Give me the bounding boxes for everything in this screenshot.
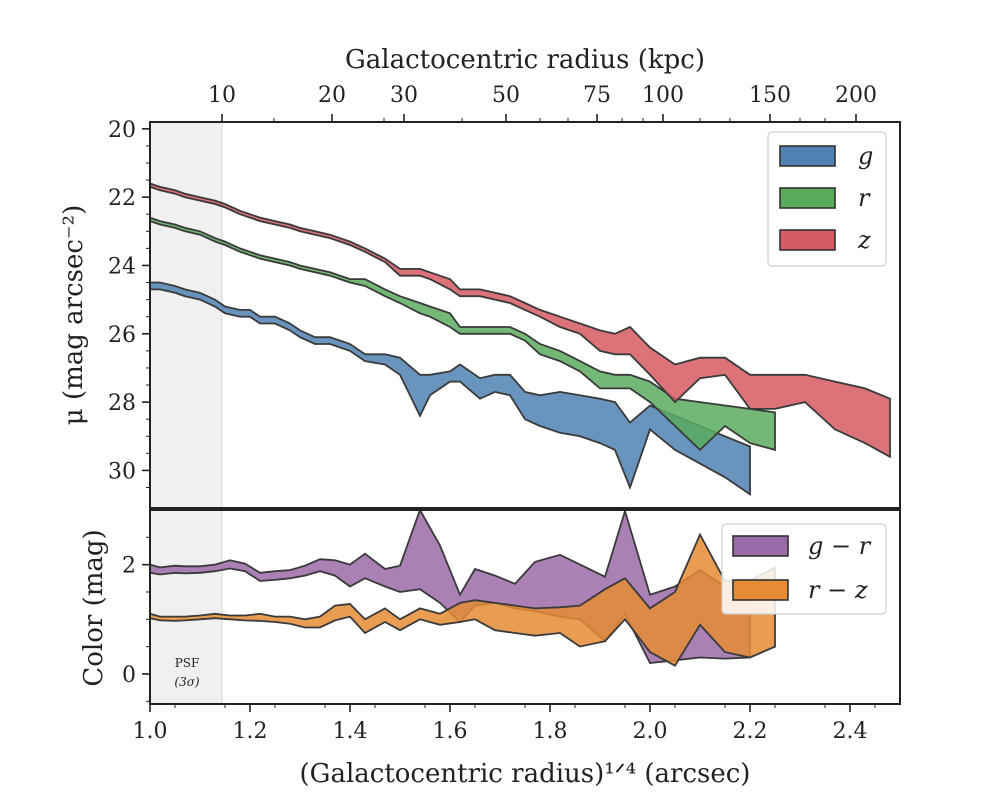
top-band-z (149, 182, 891, 459)
color-band-rz (149, 532, 776, 667)
color-y-tick-label: 2 (122, 554, 136, 579)
top-legend: g r z (767, 131, 887, 267)
kpc-tick-label: 30 (390, 83, 418, 108)
x-tick-label: 1.8 (533, 719, 568, 744)
x-tick-label: 2.4 (833, 719, 868, 744)
legend-swatch-g (779, 145, 836, 167)
psf-shaded-region-bottom (150, 510, 222, 704)
legend-label-z: z (857, 226, 871, 254)
top-y-tick-label: 28 (108, 391, 136, 416)
bottom-panel-ylabel: Color (mag) (79, 529, 109, 686)
top-axis-title: Galactocentric radius (kpc) (345, 45, 705, 75)
x-tick-label: 1.4 (333, 719, 368, 744)
legend-swatch-g-r (732, 535, 789, 557)
x-tick-label: 1.0 (133, 719, 168, 744)
top-panel-frame (149, 121, 901, 509)
legend-label-g-r: g − r (808, 532, 872, 560)
top-band-r (149, 216, 776, 452)
legend-swatch-z (779, 229, 836, 251)
x-tick-label: 1.6 (433, 719, 468, 744)
kpc-tick-label: 150 (749, 83, 791, 108)
top-panel-bands (149, 182, 891, 497)
psf-shaded-region-top (150, 122, 222, 508)
psf-annotation-sigma: (3σ) (174, 675, 200, 689)
top-y-tick-label: 24 (108, 254, 136, 279)
legend-label-r-z: r − z (808, 576, 868, 604)
legend-label-g: g (858, 142, 873, 170)
kpc-tick-label: 20 (318, 83, 346, 108)
top-y-tick-label: 20 (108, 118, 136, 143)
top-y-tick-label: 22 (108, 186, 136, 211)
bottom-panel-bands (149, 507, 776, 667)
axes-layer: 20 22 24 26 28 30 10 20 30 50 75 100 150 200 0 2 1.0 1.2 1… (108, 83, 877, 744)
x-tick-label: 2.2 (733, 719, 768, 744)
bottom-panel-frame (149, 509, 901, 705)
psf-annotation-label: PSF (175, 656, 200, 670)
kpc-tick-label: 200 (835, 83, 877, 108)
color-y-tick-label: 0 (122, 663, 136, 688)
legend-swatch-r (779, 187, 836, 209)
bottom-legend: g − r r − z (721, 523, 887, 615)
x-axis-title: (Galactocentric radius)¹ᐟ⁴ (arcsec) (300, 759, 751, 789)
kpc-tick-label: 50 (492, 83, 520, 108)
x-tick-label: 2.0 (633, 719, 668, 744)
top-y-tick-label: 30 (108, 459, 136, 484)
legend-swatch-r-z (732, 579, 789, 601)
top-band-g (149, 281, 751, 497)
kpc-tick-label: 100 (642, 83, 684, 108)
kpc-tick-label: 10 (208, 83, 236, 108)
top-y-tick-label: 26 (108, 323, 136, 348)
top-panel-ylabel: μ (mag arcsec⁻²) (59, 205, 89, 425)
kpc-tick-label: 75 (583, 83, 611, 108)
x-tick-label: 1.2 (233, 719, 268, 744)
legend-label-r: r (858, 184, 871, 212)
